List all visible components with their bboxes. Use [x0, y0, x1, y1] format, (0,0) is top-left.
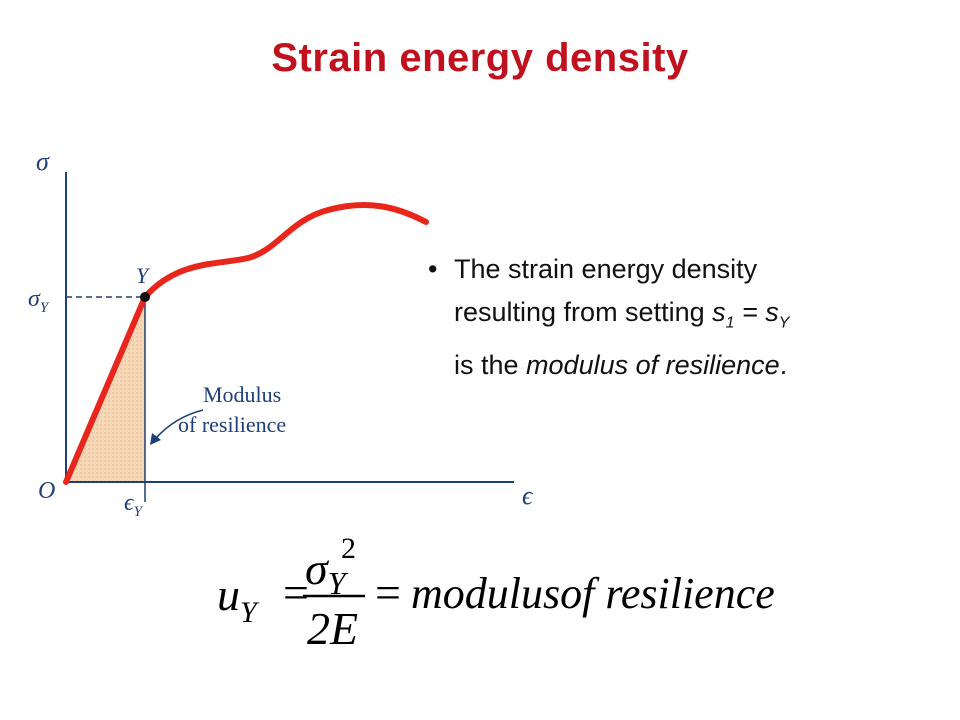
eps-y-label: ϵY — [124, 490, 144, 520]
formula-eq2: = — [375, 567, 401, 618]
stress-strain-curve — [63, 202, 429, 485]
formula-exponent: 2 — [341, 532, 356, 565]
yield-point-label: Y — [136, 263, 151, 288]
bullet-line-3: is the modulus of resilience. — [454, 344, 898, 387]
bullet-item: • The strain energy density resulting fr… — [428, 248, 898, 387]
origin-label: O — [38, 478, 55, 504]
formula-svg: uY = σY 2 2E = modulusof resilience — [217, 532, 775, 654]
y-axis-label: σ — [36, 147, 50, 176]
formula-eq1: = — [283, 567, 309, 618]
sigma-y-label: σY — [28, 286, 50, 316]
stress-strain-diagram: σ ϵ O Y σY ϵY Modulus of resilience — [28, 147, 534, 520]
formula-rhs: modulusof resilience — [411, 569, 775, 618]
formula-lhs: uY — [217, 569, 260, 629]
area-pointer-arrowhead — [150, 433, 161, 445]
bullet-line-3-prefix: is the — [454, 350, 527, 381]
sy-symbol: sY — [765, 297, 790, 332]
area-label-line2: of resilience — [178, 412, 286, 437]
formula-numerator: σY — [305, 543, 349, 601]
s1-symbol: s1 — [712, 297, 735, 332]
bullet-line-2: resulting from setting s1 = sY — [454, 291, 898, 344]
area-label-line1: Modulus — [203, 382, 281, 407]
bullet-line-2-prefix: resulting from setting — [454, 297, 713, 327]
formula: uY = σY 2 2E = modulusof resilience — [215, 528, 795, 658]
bullet-line-1: The strain energy density — [454, 254, 758, 284]
bullet-text: The strain energy density resulting from… — [454, 248, 898, 387]
modulus-of-resilience-term: modulus of resilience — [526, 350, 780, 381]
area-pointer-arrow — [155, 409, 204, 439]
stress-strain-figure: σ ϵ O Y σY ϵY Modulus of resilience — [28, 140, 548, 532]
yield-point — [140, 292, 150, 302]
bullet-line-3-suffix: . — [779, 350, 788, 381]
equals-sign: = — [734, 297, 766, 327]
formula-denominator: 2E — [307, 603, 358, 654]
slide-title: Strain energy density — [271, 36, 689, 80]
bullet-dot-icon: • — [428, 254, 438, 284]
x-axis-label: ϵ — [522, 481, 534, 510]
